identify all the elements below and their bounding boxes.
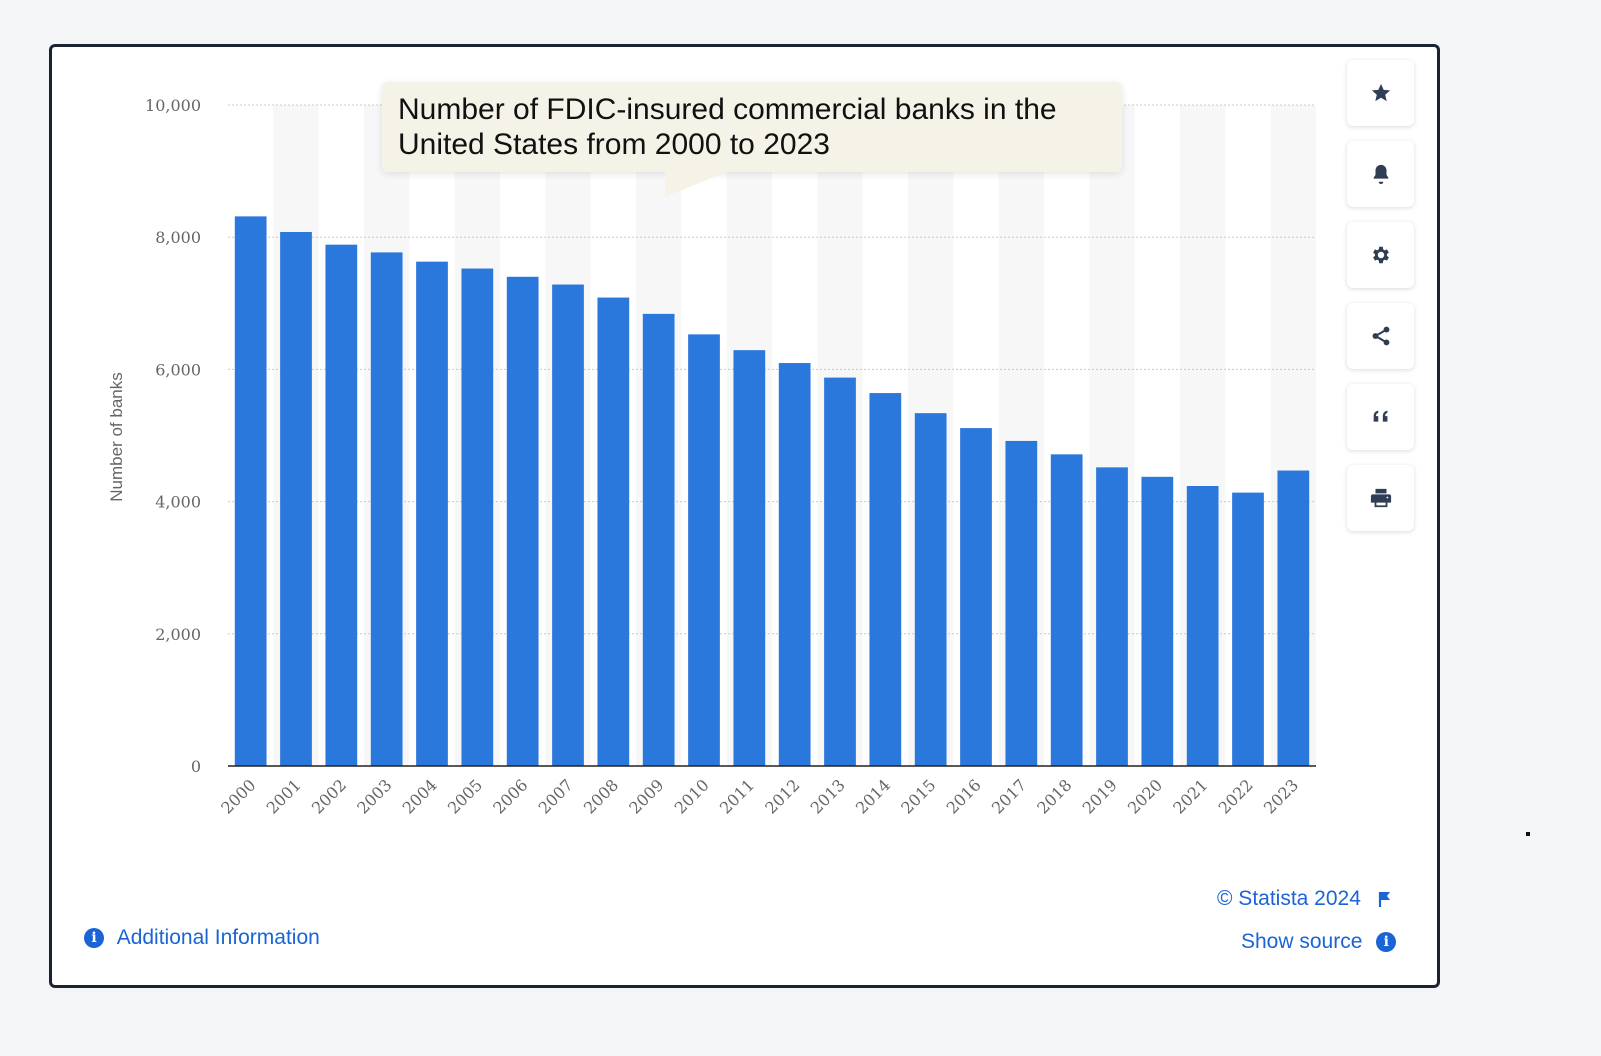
share-icon: [1372, 326, 1389, 346]
share-button[interactable]: [1347, 303, 1414, 369]
bar-2011[interactable]: [733, 350, 766, 766]
bar-2012[interactable]: [778, 363, 811, 766]
x-tick-label: 2004: [399, 775, 441, 817]
y-tick-label: 6,000: [155, 360, 201, 379]
copyright-link[interactable]: © Statista 2024: [1217, 887, 1393, 911]
additional-information-text: Additional Information: [116, 926, 320, 949]
y-tick-label: 8,000: [155, 228, 201, 247]
bar-2003[interactable]: [370, 252, 403, 766]
x-tick-label: 2021: [1169, 775, 1211, 817]
show-source-text: Show source: [1241, 930, 1363, 953]
gear-icon: [1372, 246, 1389, 264]
copyright-text: © Statista 2024: [1217, 887, 1361, 910]
bar-2013[interactable]: [824, 377, 856, 766]
x-tick-label: 2010: [671, 775, 713, 817]
bar-2019[interactable]: [1096, 467, 1128, 766]
x-tick-label: 2008: [580, 775, 622, 817]
bar-2001[interactable]: [280, 231, 312, 767]
bar-2021[interactable]: [1186, 486, 1219, 766]
printer-icon: [1370, 488, 1391, 508]
x-tick-label: 2023: [1260, 775, 1302, 817]
bar-2016[interactable]: [960, 428, 992, 766]
bar-2022[interactable]: [1232, 492, 1264, 766]
cite-button[interactable]: [1347, 384, 1414, 450]
x-tick-label: 2017: [988, 775, 1030, 817]
x-tick-label: 2003: [353, 775, 395, 817]
settings-button[interactable]: [1347, 222, 1414, 288]
star-icon: [1371, 83, 1390, 102]
bar-2005[interactable]: [461, 268, 494, 766]
bar-2006[interactable]: [506, 276, 539, 766]
x-tick-label: 2012: [761, 775, 803, 817]
bar-2014[interactable]: [869, 393, 902, 766]
y-tick-label: 10,000: [145, 96, 201, 115]
y-tick-label: 4,000: [155, 493, 201, 512]
additional-information-link[interactable]: i Additional Information: [84, 926, 320, 950]
bar-2007[interactable]: [552, 284, 584, 766]
x-tick-label: 2019: [1079, 775, 1121, 817]
info-icon: i: [1376, 932, 1397, 953]
y-axis-label: Number of banks: [107, 372, 126, 501]
x-tick-label: 2018: [1033, 775, 1075, 817]
bar-2015[interactable]: [914, 413, 947, 766]
x-tick-label: 2001: [263, 775, 305, 817]
bar-2010[interactable]: [688, 334, 720, 766]
x-tick-label: 2022: [1215, 775, 1257, 817]
bar-2018[interactable]: [1050, 454, 1083, 766]
favorite-button[interactable]: [1347, 60, 1414, 126]
x-tick-label: 2020: [1124, 775, 1166, 817]
y-tick-label: 2,000: [155, 625, 201, 644]
x-tick-label: 2013: [807, 775, 849, 817]
x-tick-label: 2015: [897, 775, 939, 817]
bar-2004[interactable]: [416, 261, 448, 766]
x-tick-label: 2005: [444, 775, 486, 817]
x-tick-label: 2011: [716, 775, 758, 817]
quote-icon: [1373, 410, 1387, 422]
x-tick-label: 2014: [852, 775, 894, 817]
bar-2020[interactable]: [1141, 476, 1174, 766]
bar-2008[interactable]: [597, 297, 630, 766]
flag-icon: [1378, 892, 1390, 908]
bar-2002[interactable]: [325, 244, 358, 766]
x-tick-label: 2009: [625, 775, 667, 817]
chart-title: Number of FDIC-insured commercial banks …: [382, 82, 1122, 172]
x-tick-label: 2007: [535, 775, 577, 817]
stray-dot: [1526, 832, 1530, 836]
x-tick-label: 2016: [943, 775, 985, 817]
bell-icon: [1373, 164, 1388, 185]
x-tick-label: 2002: [308, 775, 350, 817]
bar-2017[interactable]: [1005, 440, 1038, 766]
bar-2009[interactable]: [642, 313, 675, 766]
y-tick-label: 0: [191, 757, 201, 776]
x-tick-label: 2006: [489, 775, 531, 817]
notification-button[interactable]: [1347, 141, 1414, 207]
title-callout-tail: [665, 171, 729, 197]
info-icon: i: [84, 928, 104, 949]
print-button[interactable]: [1347, 465, 1414, 531]
show-source-link[interactable]: Show source i: [1241, 930, 1397, 954]
bar-2023[interactable]: [1277, 470, 1310, 766]
bar-2000[interactable]: [234, 216, 267, 767]
x-tick-label: 2000: [217, 775, 259, 817]
